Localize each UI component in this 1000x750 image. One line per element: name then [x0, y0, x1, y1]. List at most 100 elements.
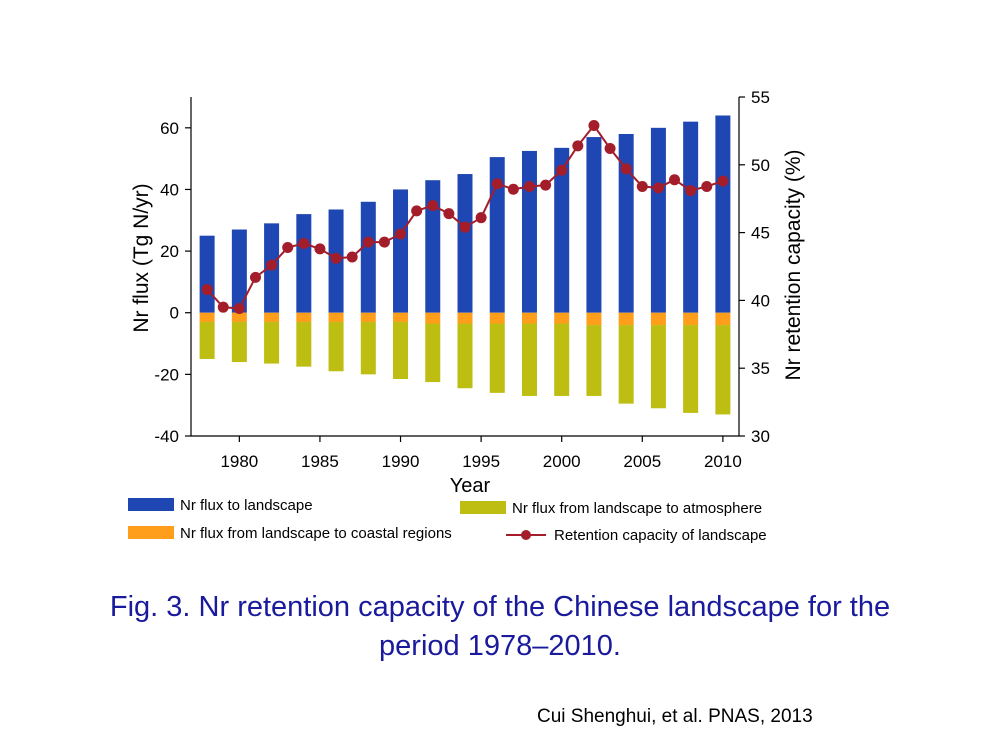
retention-point-2003: [604, 143, 616, 155]
retention-point-1996: [491, 178, 503, 190]
retention-point-2001: [572, 140, 584, 152]
bar-coastal-1998: [521, 312, 537, 324]
retention-point-1979: [217, 301, 229, 313]
retention-point-2006: [652, 182, 664, 194]
legend-label-atmosphere: Nr flux from landscape to atmosphere: [512, 500, 762, 517]
retention-point-1997: [507, 183, 519, 195]
y-tick-label-right: 45: [751, 224, 770, 243]
retention-point-1986: [330, 252, 342, 264]
bar-coastal-2004: [618, 312, 634, 326]
x-axis-label: Year: [450, 475, 491, 497]
retention-point-2007: [669, 174, 681, 186]
retention-point-1988: [362, 236, 374, 248]
retention-point-1995: [475, 212, 487, 224]
retention-point-2009: [701, 180, 713, 192]
bar-atmosphere-2004: [618, 325, 634, 404]
bar-atmosphere-1982: [264, 321, 280, 364]
retention-point-1983: [282, 242, 294, 254]
bar-atmosphere-1990: [393, 321, 409, 379]
y-tick-label-left: 0: [170, 304, 179, 323]
bar-atmosphere-2010: [715, 325, 731, 415]
bar-landscape-2006: [650, 127, 666, 313]
retention-point-2005: [636, 180, 648, 192]
retention-point-1993: [443, 208, 455, 220]
bar-landscape-1980: [231, 229, 247, 313]
legend-marker-retention: [521, 530, 531, 540]
bar-coastal-1988: [360, 312, 376, 322]
bars-layer: [199, 115, 731, 415]
retention-point-1987: [346, 251, 358, 263]
bar-landscape-2004: [618, 133, 634, 313]
bar-atmosphere-1986: [328, 321, 344, 372]
bar-atmosphere-2008: [683, 325, 699, 413]
y-tick-label-right: 40: [751, 291, 770, 310]
y-tick-label-right: 55: [751, 88, 770, 107]
y-tick-label-left: 20: [160, 242, 179, 261]
retention-point-1984: [298, 237, 310, 249]
chart: 60 40 20 0 -20 -40 55 50 45 40 35 30 1980 1985 1990 199…: [128, 88, 805, 544]
bar-coastal-1978: [199, 312, 215, 322]
retention-line-layer: [201, 119, 729, 315]
caption-line-2: period 1978–2010.: [379, 630, 621, 662]
retention-point-2004: [620, 163, 632, 175]
bar-coastal-1994: [457, 312, 473, 324]
bar-landscape-2010: [715, 115, 731, 313]
bar-atmosphere-2000: [554, 323, 570, 396]
bar-atmosphere-1998: [521, 323, 537, 396]
bar-atmosphere-1996: [489, 323, 505, 393]
x-tick-label: 2005: [623, 452, 661, 471]
bar-coastal-2006: [650, 312, 666, 326]
bar-atmosphere-1994: [457, 323, 473, 389]
bar-coastal-2010: [715, 312, 731, 326]
bar-atmosphere-1984: [296, 321, 312, 367]
bar-atmosphere-1992: [425, 323, 441, 383]
bar-coastal-1982: [264, 312, 280, 322]
y-tick-label-left: -40: [154, 427, 179, 446]
y-axis-label-right: Nr retention capacity (%): [782, 149, 805, 380]
retention-point-1991: [411, 205, 423, 217]
retention-point-2000: [556, 164, 568, 176]
retention-point-1982: [266, 259, 278, 271]
bar-landscape-1988: [360, 201, 376, 313]
bar-landscape-2008: [683, 121, 699, 313]
y-tick-label-left: -20: [154, 365, 179, 384]
legend-label-retention: Retention capacity of landscape: [554, 527, 767, 544]
bar-landscape-1984: [296, 214, 312, 313]
y-tick-label-left: 60: [160, 119, 179, 138]
legend-swatch-atmosphere: [460, 501, 506, 514]
bar-coastal-1990: [393, 312, 409, 322]
bar-atmosphere-2006: [650, 325, 666, 409]
bar-coastal-1986: [328, 312, 344, 322]
bar-atmosphere-1988: [360, 321, 376, 375]
bar-landscape-2002: [586, 137, 602, 313]
x-tick-label: 1980: [220, 452, 258, 471]
retention-point-2008: [685, 185, 697, 197]
bar-atmosphere-1980: [231, 321, 247, 363]
figure-caption: Fig. 3. Nr retention capacity of the Chi…: [0, 588, 1000, 666]
bar-coastal-2002: [586, 312, 602, 326]
legend-label-landscape: Nr flux to landscape: [180, 497, 313, 514]
x-tick-label: 2010: [704, 452, 742, 471]
bar-coastal-2008: [683, 312, 699, 326]
x-tick-label: 2000: [543, 452, 581, 471]
bar-landscape-1978: [199, 235, 215, 313]
bar-coastal-1984: [296, 312, 312, 322]
bar-coastal-1980: [231, 312, 247, 322]
y-tick-label-right: 30: [751, 427, 770, 446]
axes-layer: 60 40 20 0 -20 -40 55 50 45 40 35 30 1980 1985 1990 199…: [154, 88, 770, 471]
retention-point-1980: [233, 303, 245, 315]
bar-atmosphere-1978: [199, 321, 215, 359]
bar-landscape-1998: [521, 150, 537, 313]
retention-point-1998: [523, 180, 535, 192]
y-tick-label-right: 50: [751, 156, 770, 175]
retention-point-1985: [314, 243, 326, 255]
retention-point-1994: [459, 221, 471, 233]
y-tick-label-right: 35: [751, 359, 770, 378]
bar-landscape-1990: [393, 189, 409, 313]
legend: Nr flux to landscape Nr flux from landsc…: [128, 497, 767, 544]
y-tick-label-left: 40: [160, 180, 179, 199]
retention-point-2010: [717, 175, 729, 187]
caption-line-1: Fig. 3. Nr retention capacity of the Chi…: [109, 591, 891, 623]
retention-point-1999: [540, 179, 552, 191]
bar-landscape-1992: [425, 180, 441, 313]
